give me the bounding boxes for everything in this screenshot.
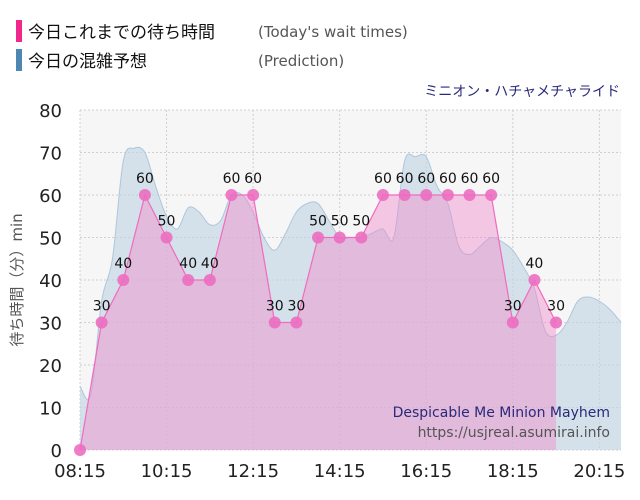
- today-point: [441, 189, 454, 201]
- y-tick-label: 10: [39, 399, 62, 420]
- today-data-label: 40: [114, 256, 132, 272]
- x-tick-label: 20:15: [573, 461, 625, 482]
- ride-name: ミニオン・ハチャメチャライド: [424, 84, 620, 100]
- today-data-label: 40: [526, 256, 544, 272]
- legend-sub-prediction: (Prediction): [258, 52, 344, 70]
- today-point: [95, 316, 108, 329]
- ride-name-english: Despicable Me Minion Mayhem: [393, 405, 610, 421]
- y-tick-label: 80: [39, 101, 62, 122]
- today-point: [74, 444, 86, 456]
- today-area: [80, 195, 557, 450]
- legend-label-prediction: 今日の混雑予想: [28, 52, 147, 72]
- legend-sub-today: (Today's wait times): [258, 23, 408, 41]
- today-data-label: 30: [266, 299, 284, 315]
- today-point: [117, 274, 130, 286]
- x-tick-label: 12:15: [227, 461, 279, 482]
- x-axis: 08:15 10:15 12:15 14:15 16:15 18:15 20:15: [54, 461, 625, 482]
- today-data-label: 60: [223, 171, 241, 187]
- x-tick-label: 14:15: [314, 461, 366, 482]
- today-data-label: 50: [352, 214, 370, 230]
- today-data-label: 60: [374, 171, 392, 187]
- today-data-label: 30: [504, 299, 522, 315]
- today-point: [485, 189, 498, 201]
- today-point: [182, 274, 195, 286]
- legend-label-today: 今日これまでの待ち時間: [28, 23, 215, 43]
- y-axis: 0 10 20 30 40 50 60 70 80: [39, 101, 62, 462]
- today-data-label: 30: [93, 299, 111, 315]
- y-tick-label: 0: [51, 441, 62, 462]
- today-point: [138, 189, 151, 201]
- today-data-label: 40: [179, 256, 197, 272]
- today-point: [463, 189, 476, 201]
- today-data-label: 60: [482, 171, 500, 187]
- series-area: [79, 146, 622, 451]
- today-data-label: 50: [158, 214, 176, 230]
- today-data-label: 60: [417, 171, 435, 187]
- today-point: [355, 231, 368, 244]
- x-tick-label: 16:15: [400, 461, 452, 482]
- x-tick-label: 08:15: [54, 461, 106, 482]
- y-tick-label: 70: [39, 144, 62, 165]
- today-point: [268, 316, 281, 329]
- today-data-label: 60: [396, 171, 414, 187]
- today-data-label: 30: [547, 299, 565, 315]
- legend-swatch-today: [16, 20, 22, 42]
- y-tick-label: 40: [39, 271, 62, 292]
- today-point: [398, 189, 411, 201]
- today-data-label: 60: [136, 171, 154, 187]
- today-data-label: 30: [287, 299, 305, 315]
- y-tick-label: 60: [39, 186, 62, 207]
- today-data-label: 40: [201, 256, 219, 272]
- today-point: [160, 231, 173, 244]
- y-tick-label: 30: [39, 314, 62, 335]
- today-data-label: 60: [439, 171, 457, 187]
- today-data-label: 60: [244, 171, 262, 187]
- today-point: [247, 189, 260, 201]
- today-point: [290, 316, 303, 329]
- today-data-label: 60: [461, 171, 479, 187]
- today-data-label: 50: [309, 214, 327, 230]
- today-point: [528, 274, 541, 286]
- today-point: [506, 316, 519, 329]
- legend: 今日これまでの待ち時間 (Today's wait times) 今日の混雑予想…: [16, 20, 408, 72]
- today-data-label: 50: [331, 214, 349, 230]
- today-point: [333, 231, 346, 244]
- today-point: [225, 189, 238, 201]
- y-tick-label: 50: [39, 229, 62, 250]
- today-point: [203, 274, 216, 286]
- today-point: [550, 316, 563, 329]
- today-point: [312, 231, 325, 244]
- today-point: [420, 189, 433, 201]
- y-tick-label: 20: [39, 356, 62, 377]
- y-axis-label: 待ち時間（分）min: [8, 213, 26, 346]
- legend-swatch-prediction: [16, 49, 22, 71]
- today-point: [376, 189, 389, 201]
- x-tick-label: 18:15: [487, 461, 539, 482]
- x-tick-label: 10:15: [141, 461, 193, 482]
- source-url: https://usjreal.asumirai.info: [418, 425, 610, 441]
- prediction-area: [80, 147, 621, 450]
